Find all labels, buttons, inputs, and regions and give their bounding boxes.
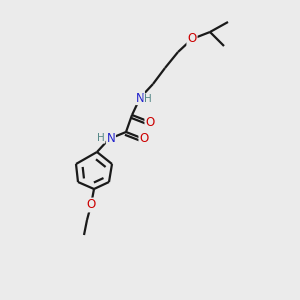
Text: N: N [136,92,144,104]
Text: H: H [144,94,152,104]
Text: H: H [97,133,105,143]
Text: N: N [106,133,116,146]
Text: O: O [140,133,148,146]
Text: O: O [146,116,154,128]
Text: O: O [86,199,96,212]
Text: O: O [188,32,196,46]
